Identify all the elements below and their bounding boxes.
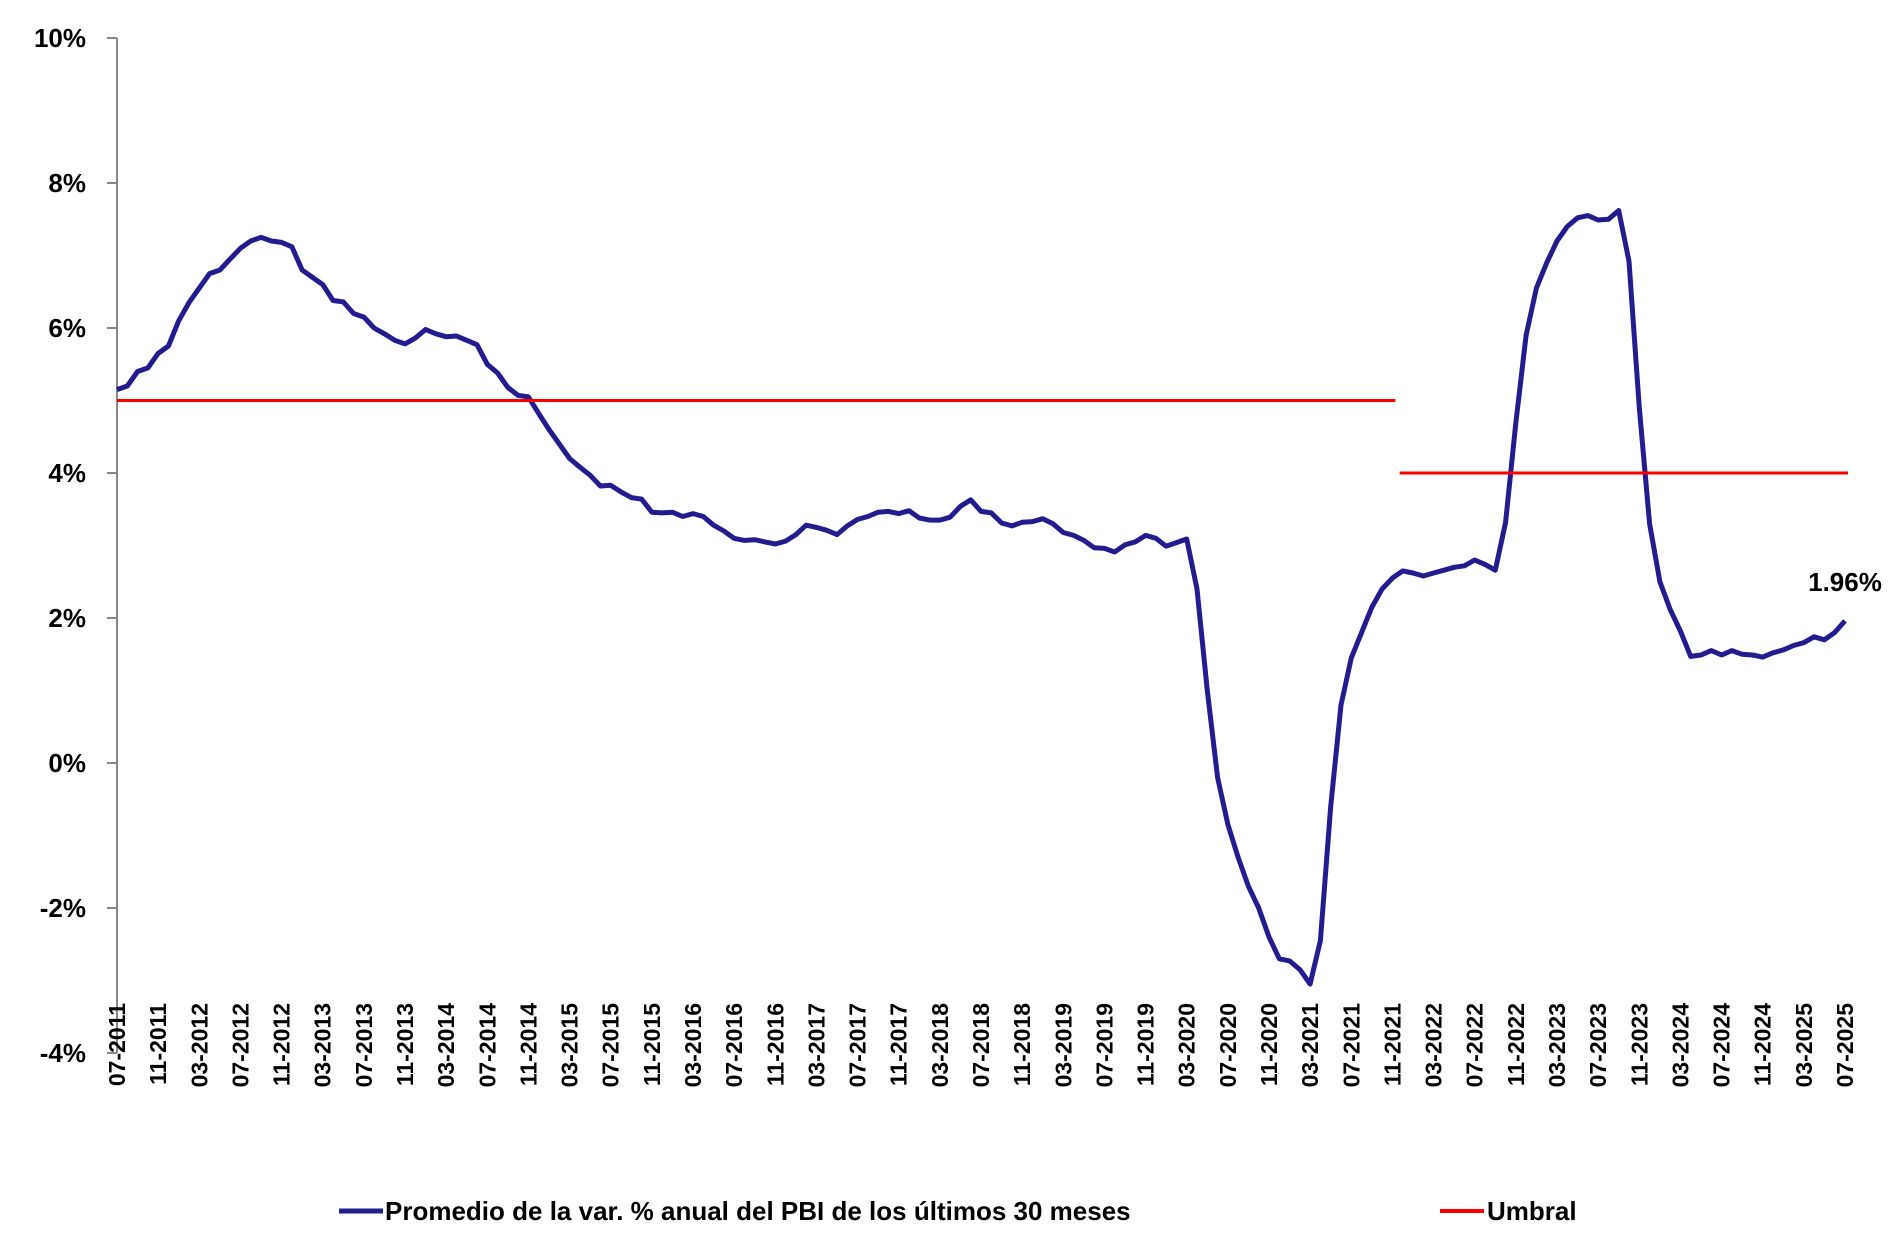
y-tick-label: -4% — [40, 1038, 86, 1068]
x-tick-label: 07-2017 — [845, 1003, 871, 1087]
y-axis: 10% 8% 6% 4% 2% 0% -2% -4% — [34, 23, 118, 1068]
y-tick-label: 0% — [48, 748, 86, 778]
x-tick-label: 03-2019 — [1050, 1003, 1076, 1087]
y-tick-label: 4% — [48, 458, 86, 488]
y-tick-label: 2% — [48, 603, 86, 633]
legend: Promedio de la var. % anual del PBI de l… — [339, 1196, 1577, 1226]
x-tick-label: 11-2015 — [639, 1003, 665, 1086]
x-tick-label: 07-2025 — [1832, 1003, 1858, 1088]
x-tick-label: 11-2022 — [1503, 1003, 1529, 1086]
series-line-pbi — [116, 208, 1847, 987]
y-tick-label: 10% — [34, 23, 86, 53]
x-tick-label: 11-2018 — [1009, 1003, 1035, 1086]
x-tick-label: 03-2024 — [1667, 1003, 1693, 1088]
x-tick-label: 07-2016 — [721, 1003, 747, 1087]
x-tick-label: 07-2014 — [474, 1003, 500, 1088]
x-tick-label: 11-2017 — [886, 1003, 912, 1086]
x-tick-label: 07-2021 — [1338, 1003, 1364, 1088]
x-tick-label: 03-2022 — [1421, 1003, 1447, 1087]
x-tick-label: 11-2012 — [269, 1003, 295, 1086]
legend-label-umbral: Umbral — [1487, 1196, 1577, 1226]
y-tick-label: 8% — [48, 168, 86, 198]
x-tick-label: 11-2019 — [1133, 1003, 1159, 1086]
x-tick-label: 07-2011 — [104, 1003, 130, 1086]
x-tick-label: 03-2025 — [1791, 1003, 1817, 1088]
x-tick-label: 11-2020 — [1256, 1003, 1282, 1086]
series-layer — [116, 208, 1848, 987]
x-tick-label: 11-2024 — [1750, 1003, 1776, 1086]
x-tick-label: 03-2012 — [186, 1003, 212, 1087]
x-tick-label: 07-2022 — [1462, 1003, 1488, 1087]
legend-label-pbi: Promedio de la var. % anual del PBI de l… — [385, 1196, 1131, 1226]
x-tick-label: 11-2023 — [1626, 1003, 1652, 1086]
x-tick-label: 03-2021 — [1297, 1003, 1323, 1088]
x-tick-label: 07-2024 — [1709, 1003, 1735, 1088]
x-tick-label: 11-2013 — [392, 1003, 418, 1086]
x-tick-label: 11-2014 — [515, 1003, 541, 1086]
x-tick-label: 11-2021 — [1379, 1003, 1405, 1086]
x-tick-label: 07-2020 — [1215, 1003, 1241, 1087]
x-tick-label: 03-2017 — [803, 1003, 829, 1087]
x-tick-label: 07-2012 — [227, 1003, 253, 1087]
x-tick-label: 11-2011 — [145, 1003, 171, 1085]
last-value-annotation: 1.96% — [1808, 567, 1882, 597]
x-tick-label: 03-2023 — [1544, 1003, 1570, 1087]
x-tick-label: 07-2013 — [351, 1003, 377, 1087]
x-tick-label: 03-2015 — [557, 1003, 583, 1088]
x-tick-label: 07-2019 — [1091, 1003, 1117, 1087]
x-tick-label: 03-2018 — [927, 1003, 953, 1088]
x-axis: 07-2011 11-2011 03-2012 07-2012 11-2012 03-20… — [104, 1003, 1858, 1088]
x-tick-label: 07-2015 — [598, 1003, 624, 1088]
y-tick-label: 6% — [48, 313, 86, 343]
x-tick-label: 03-2020 — [1174, 1003, 1200, 1087]
x-tick-label: 03-2016 — [680, 1003, 706, 1087]
x-tick-label: 07-2023 — [1585, 1003, 1611, 1087]
x-tick-label: 03-2014 — [433, 1003, 459, 1088]
x-tick-label: 11-2016 — [762, 1003, 788, 1086]
x-tick-label: 07-2018 — [968, 1003, 994, 1088]
y-tick-label: -2% — [40, 893, 86, 923]
x-tick-label: 03-2013 — [310, 1003, 336, 1087]
